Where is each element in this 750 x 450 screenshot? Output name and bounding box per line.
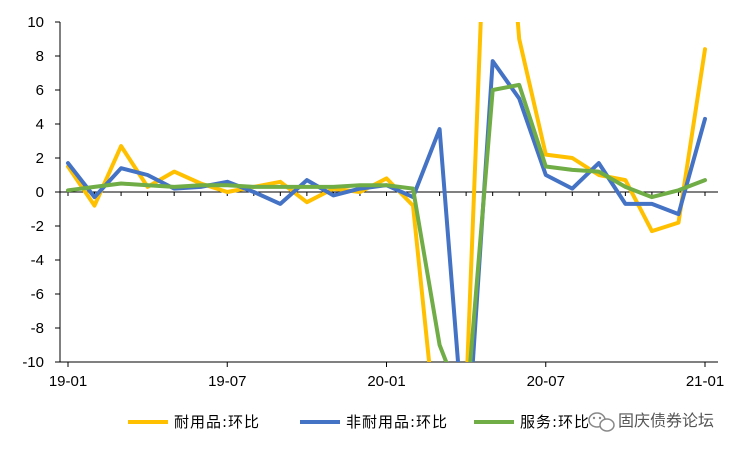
series-line-3 — [66, 82, 707, 362]
y-tick-label: 6 — [36, 82, 44, 99]
watermark: 固庆债券论坛 — [588, 411, 714, 432]
y-tick-label: 4 — [36, 116, 44, 133]
series-layer — [66, 22, 707, 362]
watermark-text: 固庆债券论坛 — [618, 411, 714, 430]
legend-label: 非耐用品:环比 — [346, 413, 448, 431]
legend-label: 服务:环比 — [520, 413, 590, 431]
y-tick-label: 10 — [27, 14, 44, 31]
x-tick-label: 21-01 — [686, 373, 724, 390]
y-tick-label: -4 — [31, 252, 44, 269]
y-tick-label: 2 — [36, 150, 44, 167]
x-tick-label: 19-01 — [49, 373, 87, 390]
legend: 耐用品:环比 非耐用品:环比 服务:环比 — [128, 413, 590, 431]
y-tick-label: 8 — [36, 48, 44, 65]
y-tick-label: -10 — [22, 354, 44, 371]
wechat-icon — [588, 412, 615, 432]
series-line-1 — [66, 22, 707, 362]
series-line-2 — [66, 59, 707, 362]
y-tick-label: -6 — [31, 286, 44, 303]
legend-item-1: 耐用品:环比 — [128, 413, 260, 431]
x-axis: 19-01 19-07 20-01 20-07 21-01 — [49, 191, 724, 390]
x-tick-label: 20-01 — [367, 373, 405, 390]
y-tick-label: -2 — [31, 218, 44, 235]
y-axis: -10 -8 -6 -4 -2 0 2 4 6 8 10 — [22, 14, 61, 371]
x-tick-label: 19-07 — [208, 373, 246, 390]
legend-label: 耐用品:环比 — [174, 413, 260, 431]
y-tick-label: -8 — [31, 320, 44, 337]
legend-item-3: 服务:环比 — [474, 413, 590, 431]
x-tick-label: 20-07 — [527, 373, 565, 390]
legend-item-2: 非耐用品:环比 — [300, 413, 448, 431]
y-tick-label: 0 — [36, 184, 44, 201]
